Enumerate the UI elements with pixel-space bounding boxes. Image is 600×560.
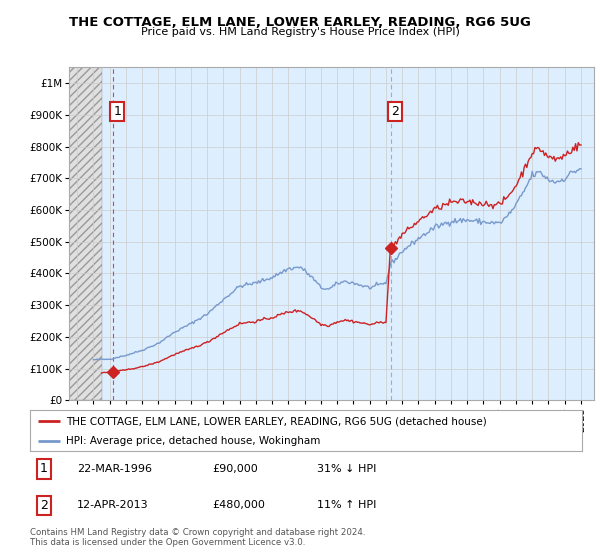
Text: 2: 2 [40,499,48,512]
Text: HPI: Average price, detached house, Wokingham: HPI: Average price, detached house, Woki… [66,436,320,446]
Text: 1: 1 [113,105,121,118]
Text: 12-APR-2013: 12-APR-2013 [77,501,149,510]
Bar [69,67,101,400]
Text: 11% ↑ HPI: 11% ↑ HPI [317,501,376,510]
Text: THE COTTAGE, ELM LANE, LOWER EARLEY, READING, RG6 5UG: THE COTTAGE, ELM LANE, LOWER EARLEY, REA… [69,16,531,29]
Text: £480,000: £480,000 [212,501,265,510]
Bar [69,67,101,400]
Text: 31% ↓ HPI: 31% ↓ HPI [317,464,376,474]
Text: Price paid vs. HM Land Registry's House Price Index (HPI): Price paid vs. HM Land Registry's House … [140,27,460,37]
Text: 1: 1 [40,463,48,475]
Text: £90,000: £90,000 [212,464,258,474]
Text: 2: 2 [391,105,398,118]
Text: THE COTTAGE, ELM LANE, LOWER EARLEY, READING, RG6 5UG (detached house): THE COTTAGE, ELM LANE, LOWER EARLEY, REA… [66,417,487,426]
Text: 22-MAR-1996: 22-MAR-1996 [77,464,152,474]
Text: Contains HM Land Registry data © Crown copyright and database right 2024.
This d: Contains HM Land Registry data © Crown c… [30,528,365,547]
